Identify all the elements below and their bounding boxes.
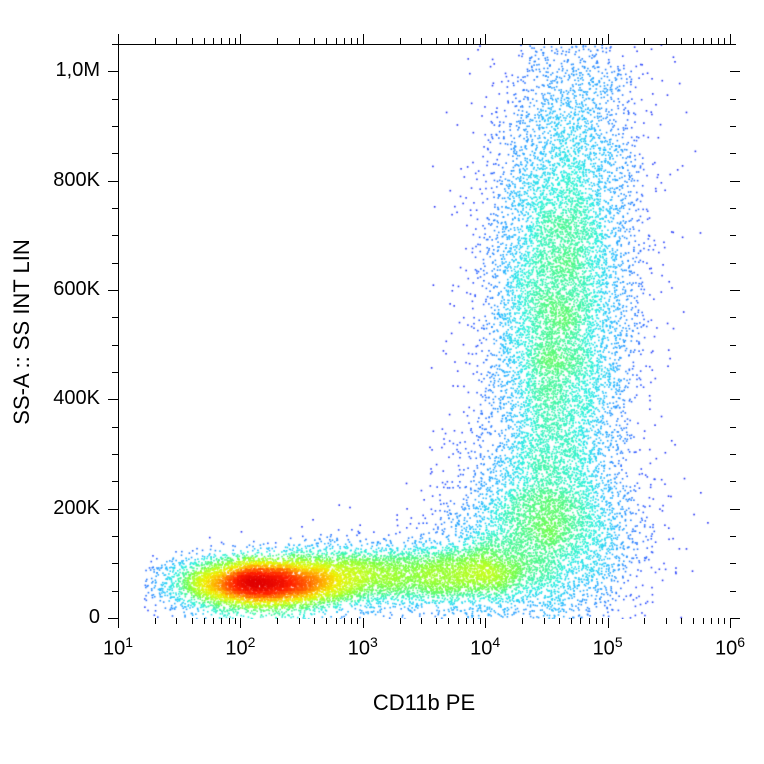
y-tick-label: 200K — [30, 497, 100, 520]
scatter-canvas — [119, 45, 731, 619]
y-tick-label: 400K — [30, 387, 100, 410]
y-tick-label: 600K — [30, 278, 100, 301]
y-tick-label: 0 — [30, 606, 100, 629]
x-tick-label: 104 — [455, 634, 515, 661]
y-axis-label: SS-A :: SS INT LIN — [9, 182, 35, 482]
x-tick-label: 101 — [88, 634, 148, 661]
x-tick-label: 105 — [578, 634, 638, 661]
plot-area — [118, 44, 730, 618]
y-tick-label: 800K — [30, 169, 100, 192]
x-axis-label: CD11b PE — [274, 690, 574, 716]
y-tick-label: 1,0M — [30, 59, 100, 82]
x-tick-label: 102 — [210, 634, 270, 661]
x-tick-label: 106 — [700, 634, 760, 661]
chart-container: { "chart": { "type": "scatter-density", … — [0, 0, 764, 764]
x-tick-label: 103 — [333, 634, 393, 661]
